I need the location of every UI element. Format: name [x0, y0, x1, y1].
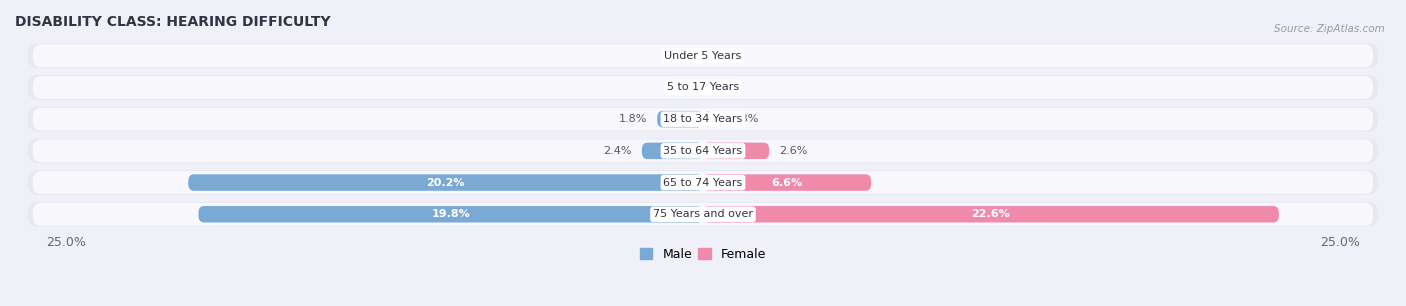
Text: 65 to 74 Years: 65 to 74 Years — [664, 177, 742, 188]
Text: 1.8%: 1.8% — [619, 114, 647, 124]
Text: 0.0%: 0.0% — [665, 51, 693, 61]
FancyBboxPatch shape — [643, 143, 703, 159]
FancyBboxPatch shape — [28, 107, 1378, 132]
FancyBboxPatch shape — [32, 171, 1374, 194]
FancyBboxPatch shape — [28, 139, 1378, 163]
Text: 6.6%: 6.6% — [772, 177, 803, 188]
FancyBboxPatch shape — [28, 170, 1378, 195]
Text: 35 to 64 Years: 35 to 64 Years — [664, 146, 742, 156]
Text: 20.2%: 20.2% — [426, 177, 465, 188]
FancyBboxPatch shape — [703, 143, 769, 159]
FancyBboxPatch shape — [32, 108, 1374, 131]
Text: 22.6%: 22.6% — [972, 209, 1011, 219]
FancyBboxPatch shape — [32, 44, 1374, 67]
Text: 2.4%: 2.4% — [603, 146, 631, 156]
FancyBboxPatch shape — [657, 111, 703, 127]
FancyBboxPatch shape — [703, 111, 713, 127]
Text: Source: ZipAtlas.com: Source: ZipAtlas.com — [1274, 24, 1385, 35]
FancyBboxPatch shape — [703, 206, 1279, 222]
Text: 2.6%: 2.6% — [779, 146, 808, 156]
Text: 0.0%: 0.0% — [713, 51, 741, 61]
Text: DISABILITY CLASS: HEARING DIFFICULTY: DISABILITY CLASS: HEARING DIFFICULTY — [15, 15, 330, 29]
FancyBboxPatch shape — [28, 202, 1378, 227]
Text: 5 to 17 Years: 5 to 17 Years — [666, 82, 740, 92]
FancyBboxPatch shape — [198, 206, 703, 222]
FancyBboxPatch shape — [28, 75, 1378, 100]
Text: 0.38%: 0.38% — [723, 114, 758, 124]
Text: 0.0%: 0.0% — [665, 82, 693, 92]
FancyBboxPatch shape — [188, 174, 703, 191]
Text: 19.8%: 19.8% — [432, 209, 470, 219]
FancyBboxPatch shape — [32, 203, 1374, 226]
Legend: Male, Female: Male, Female — [636, 243, 770, 266]
FancyBboxPatch shape — [28, 43, 1378, 68]
Text: 75 Years and over: 75 Years and over — [652, 209, 754, 219]
FancyBboxPatch shape — [32, 76, 1374, 99]
Text: 18 to 34 Years: 18 to 34 Years — [664, 114, 742, 124]
Text: 0.0%: 0.0% — [713, 82, 741, 92]
Text: Under 5 Years: Under 5 Years — [665, 51, 741, 61]
FancyBboxPatch shape — [703, 174, 872, 191]
FancyBboxPatch shape — [32, 140, 1374, 162]
